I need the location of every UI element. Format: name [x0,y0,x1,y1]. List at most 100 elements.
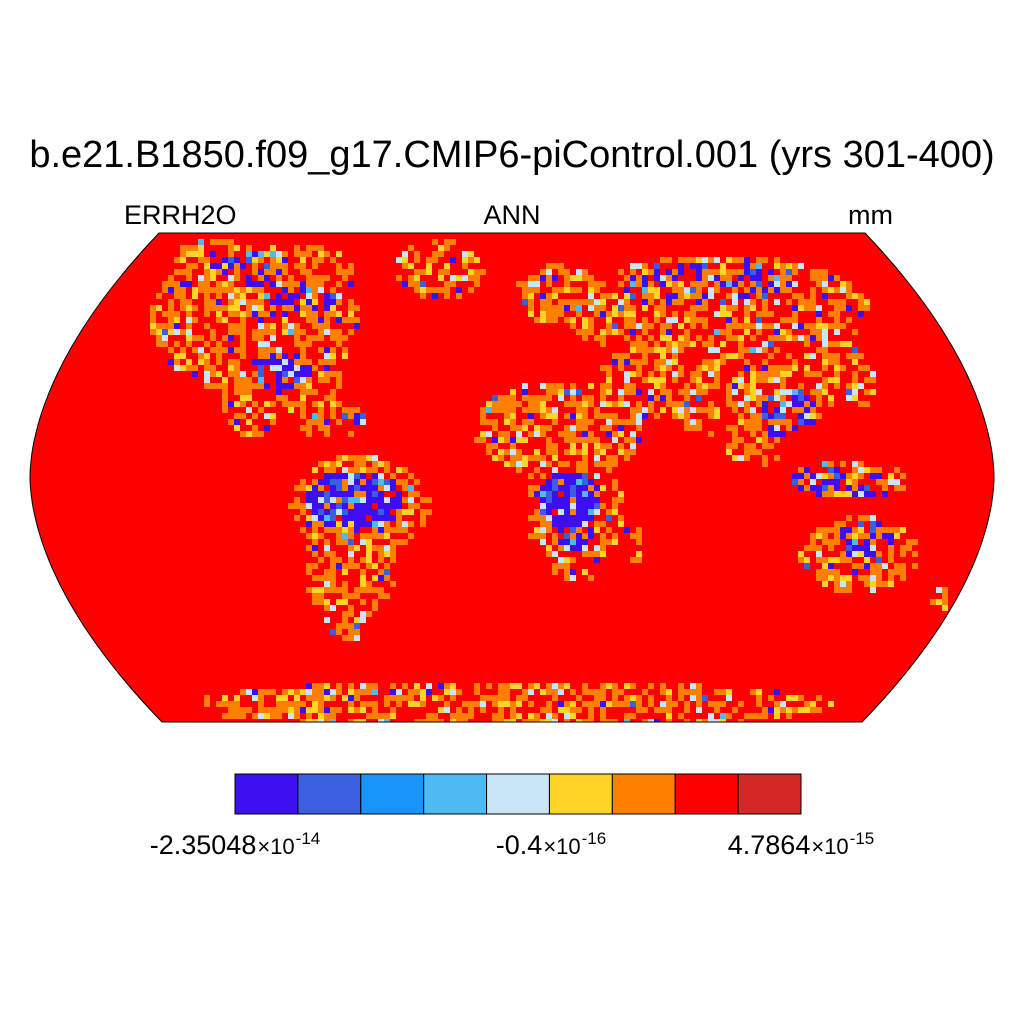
land-cell [306,299,312,305]
land-cell [690,281,696,287]
land-cell [294,293,300,299]
land-cell [810,371,816,377]
land-cell [618,311,624,317]
land-cell [564,701,570,707]
land-cell [876,569,882,575]
land-cell [540,455,546,461]
land-cell [540,539,546,545]
land-cell [714,359,720,365]
land-cell [636,365,642,371]
land-cell [630,683,636,689]
land-cell [774,413,780,419]
land-cell [588,527,594,533]
land-cell [852,467,858,473]
land-cell [480,437,486,443]
land-cell [684,311,690,317]
land-cell [576,503,582,509]
land-cell [696,719,702,722]
land-cell [330,299,336,305]
land-cell [636,557,642,563]
land-cell [570,275,576,281]
land-cell [288,359,294,365]
land-cell [858,383,864,389]
land-cell [366,557,372,563]
land-cell [756,311,762,317]
land-cell [648,683,654,689]
land-cell [564,557,570,563]
land-cell [816,551,822,557]
land-cell [738,401,744,407]
land-cell [510,461,516,467]
land-cell [894,563,900,569]
land-cell [258,377,264,383]
land-cell [798,401,804,407]
land-cell [402,479,408,485]
land-cell [348,623,354,629]
land-cell [708,341,714,347]
land-cell [216,263,222,269]
land-cell [456,713,462,719]
land-cell [774,275,780,281]
land-cell [324,527,330,533]
land-cell [228,365,234,371]
land-cell [612,419,618,425]
land-cell [798,263,804,269]
land-cell [558,527,564,533]
land-cell [552,305,558,311]
land-cell [762,323,768,329]
land-cell [324,347,330,353]
land-cell [564,539,570,545]
land-cell [576,413,582,419]
land-cell [414,701,420,707]
land-cell [270,281,276,287]
land-cell [750,407,756,413]
land-cell [372,527,378,533]
land-cell [270,689,276,695]
land-cell [318,515,324,521]
land-cell [234,329,240,335]
land-cell [210,335,216,341]
land-cell [678,269,684,275]
land-cell [564,533,570,539]
land-cell [702,293,708,299]
land-cell [546,689,552,695]
land-cell [768,371,774,377]
land-cell [354,587,360,593]
land-cell [816,557,822,563]
land-cell [414,275,420,281]
land-cell [264,251,270,257]
land-cell [840,305,846,311]
land-cell [336,317,342,323]
land-cell [810,407,816,413]
land-cell [402,257,408,263]
land-cell [546,527,552,533]
land-cell [342,491,348,497]
land-cell [228,419,234,425]
land-cell [750,335,756,341]
land-cell [396,479,402,485]
land-cell [318,695,324,701]
land-cell [594,281,600,287]
land-cell [774,287,780,293]
land-cell [816,569,822,575]
land-cell [354,455,360,461]
land-cell [834,275,840,281]
land-cell [546,521,552,527]
land-cell [324,719,330,722]
land-cell [174,317,180,323]
land-cell [276,371,282,377]
land-cell [426,689,432,695]
land-cell [600,341,606,347]
land-cell [312,587,318,593]
land-cell [468,707,474,713]
land-cell [318,275,324,281]
land-cell [822,539,828,545]
land-cell [678,365,684,371]
land-cell [324,275,330,281]
land-cell [282,263,288,269]
land-cell [258,383,264,389]
land-cell [840,491,846,497]
land-cell [756,713,762,719]
land-cell [648,269,654,275]
land-cell [378,497,384,503]
